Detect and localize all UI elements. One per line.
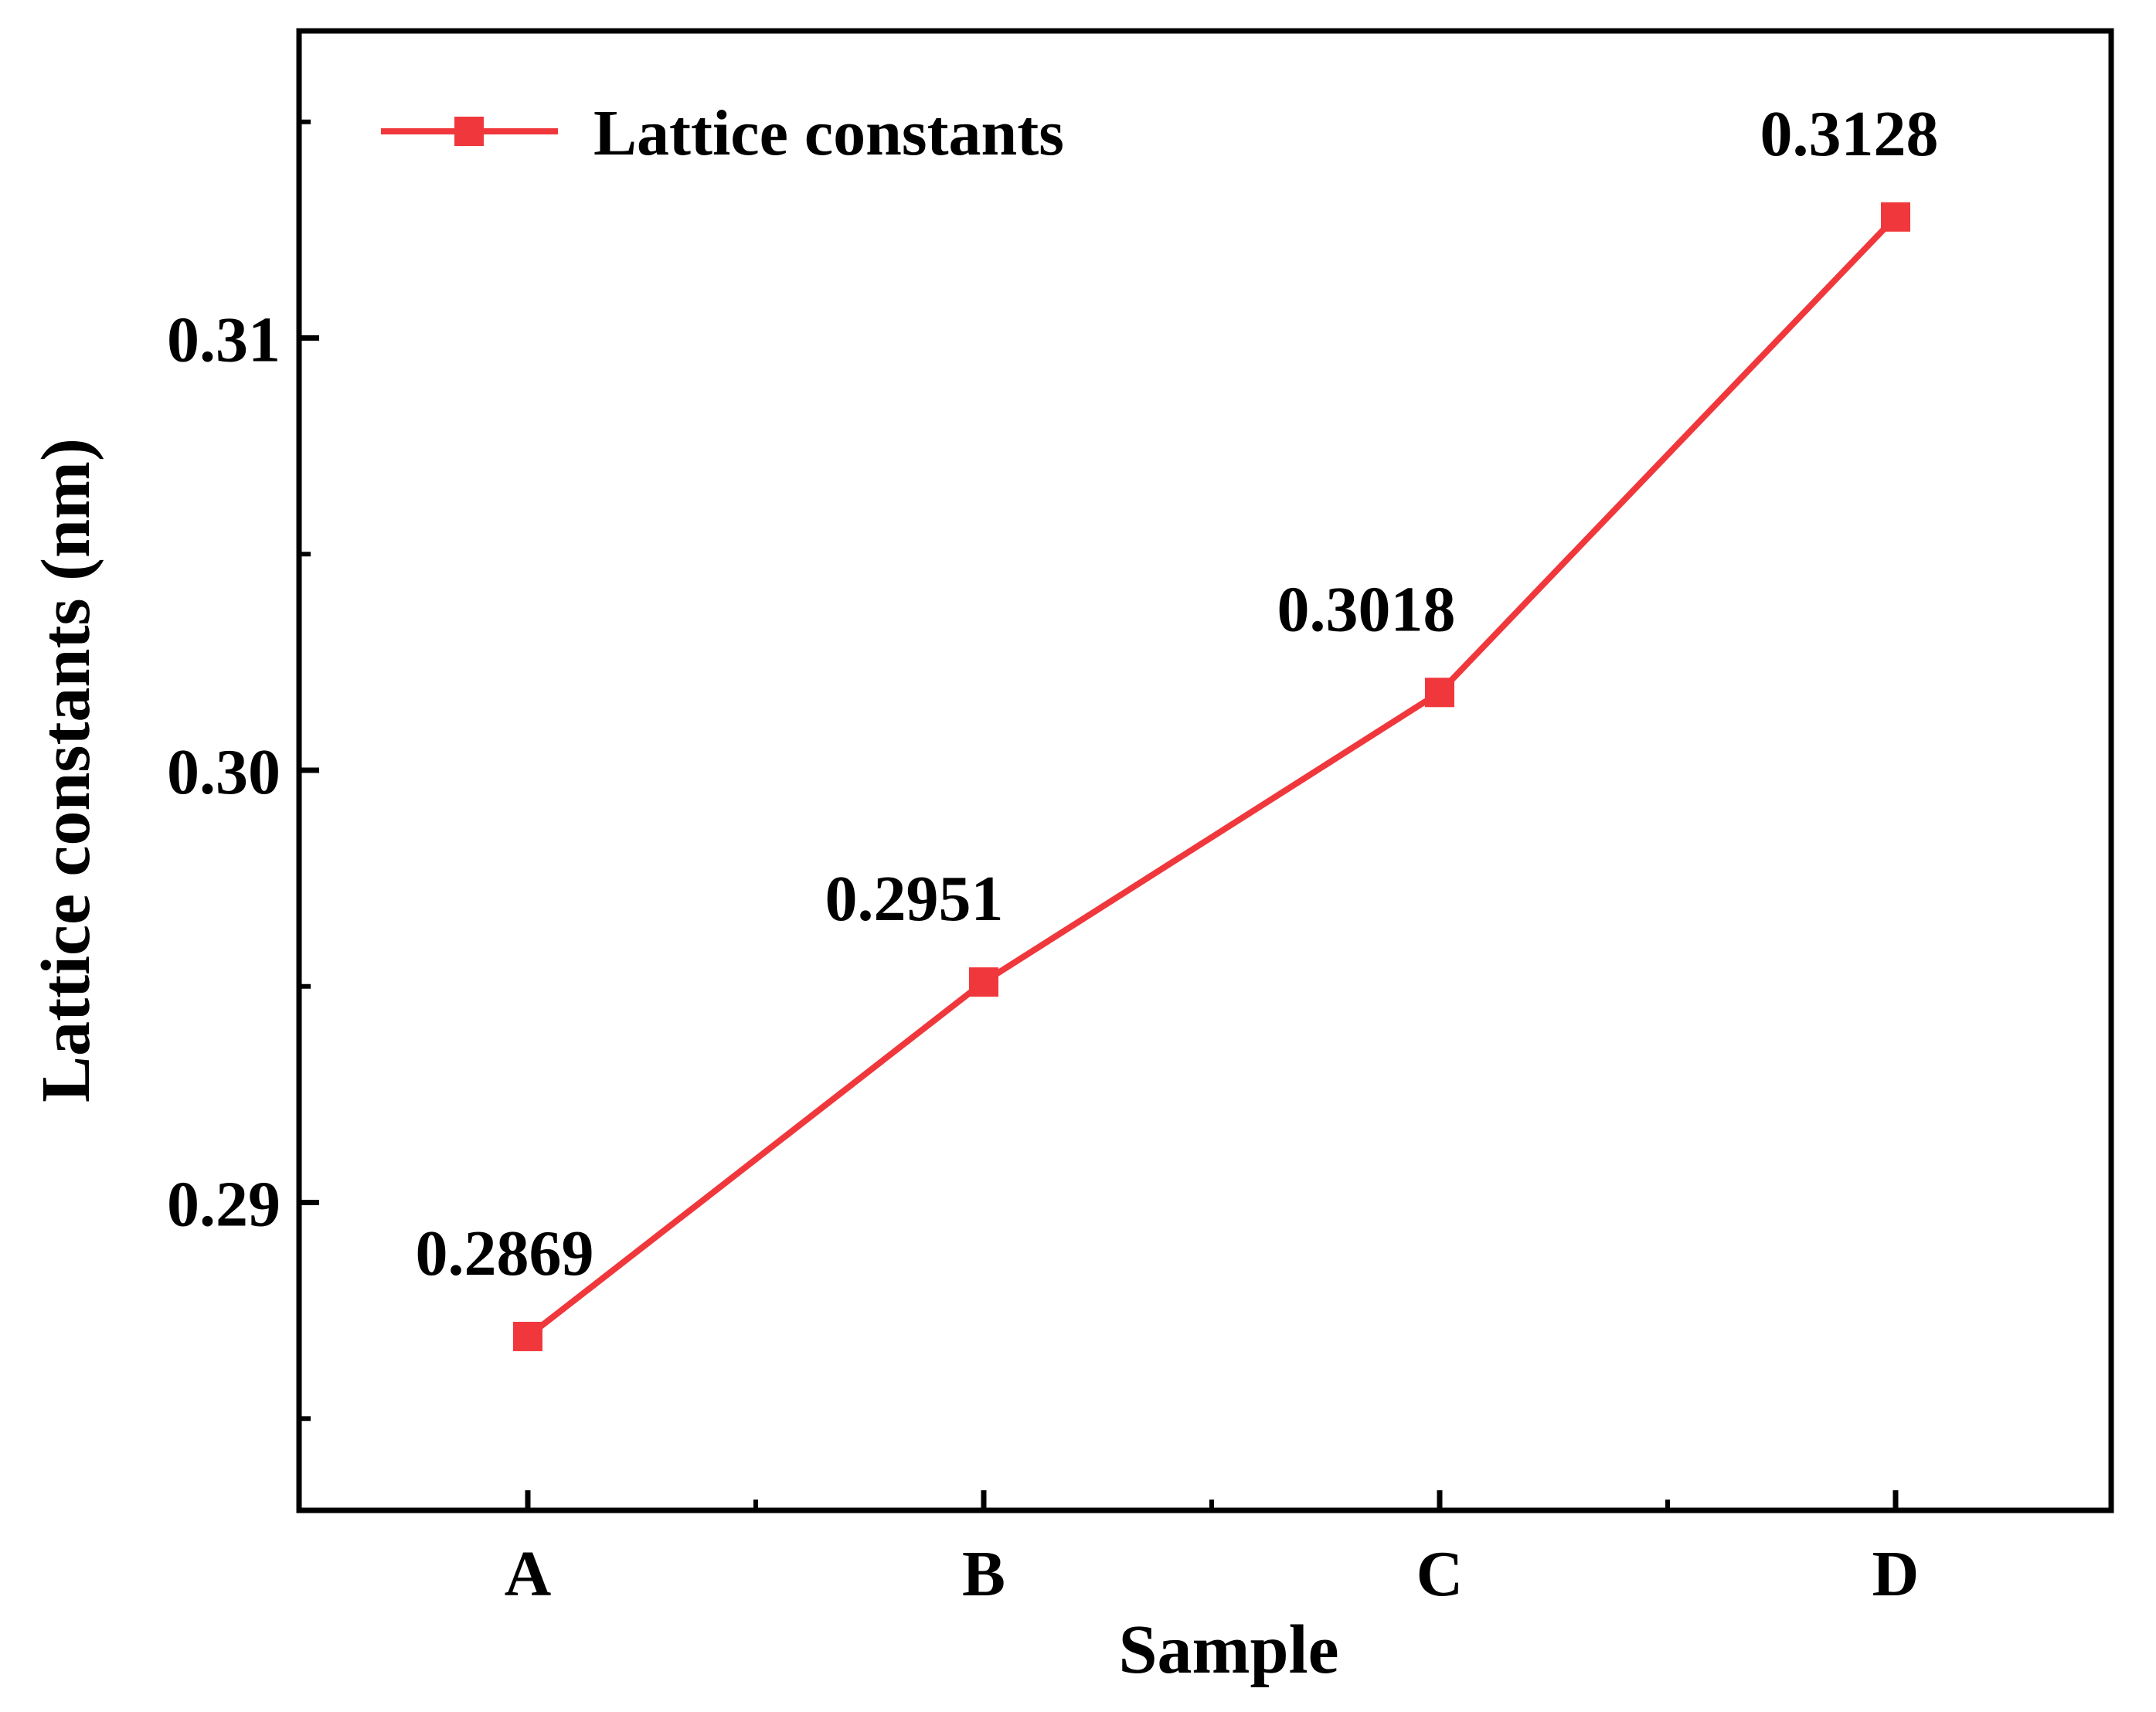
y-axis-ticks: 0.29 0.30 0.31 bbox=[167, 119, 319, 1422]
y-tick-label: 0.29 bbox=[167, 1169, 281, 1241]
legend: Lattice constants bbox=[381, 97, 1064, 169]
y-tick-label: 0.31 bbox=[167, 304, 281, 376]
legend-label: Lattice constants bbox=[593, 97, 1064, 169]
data-point-marker bbox=[1425, 678, 1454, 708]
series-line bbox=[525, 215, 1898, 1340]
data-point-marker bbox=[513, 1321, 542, 1351]
data-label: 0.2869 bbox=[416, 1218, 594, 1289]
x-tick-label: A bbox=[505, 1538, 552, 1610]
x-tick-label: B bbox=[962, 1538, 1005, 1610]
y-axis-title: Lattice constants (nm) bbox=[28, 438, 104, 1102]
legend-marker bbox=[454, 117, 484, 146]
y-tick-label: 0.30 bbox=[167, 736, 281, 808]
data-label: 0.2951 bbox=[825, 863, 1004, 935]
data-point-marker bbox=[1881, 202, 1910, 232]
data-label: 0.3018 bbox=[1277, 573, 1456, 645]
x-tick-label: C bbox=[1416, 1538, 1464, 1610]
data-label: 0.3128 bbox=[1760, 98, 1939, 170]
data-point-marker bbox=[969, 967, 998, 997]
x-axis-title: Sample bbox=[1118, 1612, 1338, 1688]
series-layer: 0.2869 0.2951 0.3018 0.3128 bbox=[416, 98, 1939, 1351]
x-axis-ticks: A B C D bbox=[505, 1490, 1920, 1610]
x-tick-label: D bbox=[1872, 1538, 1920, 1610]
